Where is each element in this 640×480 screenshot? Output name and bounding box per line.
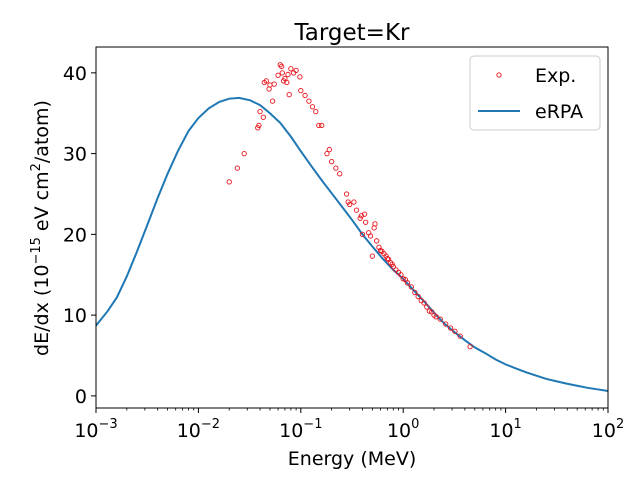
exp-data-point bbox=[443, 321, 449, 327]
exp-data-point bbox=[361, 211, 368, 217]
exp-data-point bbox=[369, 253, 376, 259]
chart-title: Target=Kr bbox=[294, 20, 411, 46]
exp-data-point bbox=[390, 264, 396, 270]
legend: Exp. eRPA bbox=[469, 55, 601, 131]
exp-data-point bbox=[359, 231, 366, 238]
exp-data-point bbox=[343, 191, 350, 197]
x-tick-label: 102 bbox=[592, 417, 624, 442]
exp-data-point bbox=[226, 179, 232, 185]
y-axis: 0 10 20 30 40 bbox=[63, 63, 96, 408]
exp-data-point bbox=[278, 63, 285, 70]
exp-data-point bbox=[328, 159, 335, 165]
exp-data-point bbox=[302, 92, 308, 99]
exp-data-point bbox=[319, 122, 325, 128]
exp-data-point bbox=[363, 219, 369, 225]
y-tick-label: 10 bbox=[63, 305, 87, 327]
exp-data-point bbox=[316, 122, 322, 128]
legend-exp-marker bbox=[496, 72, 502, 78]
y-axis-label: dE/dx (10−15 eV cm2/atom) bbox=[29, 100, 53, 356]
exp-data-point bbox=[373, 238, 380, 244]
exp-data-point bbox=[412, 289, 418, 296]
exp-data-point bbox=[447, 325, 454, 331]
exp-data-point bbox=[333, 165, 339, 171]
exp-data-point bbox=[415, 293, 421, 300]
exp-data-point bbox=[337, 171, 343, 177]
legend-erpa-label: eRPA bbox=[535, 101, 583, 123]
exp-data-point bbox=[275, 72, 281, 78]
y-tick-label: 20 bbox=[63, 224, 87, 246]
exp-data-point bbox=[457, 333, 463, 339]
exp-data-point bbox=[372, 221, 378, 227]
exp-data-point bbox=[351, 199, 357, 205]
exp-data-point bbox=[285, 71, 291, 78]
exp-data-point bbox=[298, 87, 304, 94]
exp-data-point bbox=[467, 343, 473, 350]
x-tick-label: 100 bbox=[387, 417, 419, 442]
x-axis: 10−3 10−2 10−1 100 101 102 bbox=[74, 408, 624, 442]
exp-data-point bbox=[376, 244, 382, 250]
exp-data-point bbox=[293, 67, 299, 74]
exp-data-point bbox=[288, 66, 294, 72]
exp-data-point bbox=[347, 201, 353, 208]
exp-data-point bbox=[398, 272, 404, 278]
exp-data-point bbox=[256, 122, 262, 128]
exp-data-point bbox=[404, 280, 411, 286]
y-tick-label: 30 bbox=[63, 144, 87, 166]
exp-data-point bbox=[284, 79, 290, 86]
exp-data-point bbox=[424, 304, 430, 310]
exp-data-point bbox=[241, 150, 247, 157]
exp-data-point bbox=[257, 108, 263, 115]
legend-exp-label: Exp. bbox=[535, 65, 576, 87]
exp-data-point bbox=[324, 150, 330, 157]
axes-frame bbox=[95, 46, 609, 409]
exp-data-point bbox=[271, 81, 277, 87]
y-tick-label: 40 bbox=[63, 63, 87, 85]
exp-data-point bbox=[353, 207, 360, 213]
exp-data-point bbox=[408, 284, 414, 290]
x-tick-label: 10−3 bbox=[74, 417, 117, 442]
exp-data-point bbox=[297, 74, 303, 80]
exp-data-point bbox=[452, 328, 458, 334]
exp-data-point bbox=[279, 70, 285, 76]
exp-data-point bbox=[260, 114, 266, 120]
y-tick-label: 0 bbox=[75, 386, 87, 408]
exp-data-point bbox=[309, 104, 316, 110]
exp-data-point bbox=[367, 233, 374, 239]
exp-data-point bbox=[426, 308, 432, 314]
exp-data-point bbox=[437, 316, 443, 322]
exp-data-point bbox=[286, 92, 292, 98]
x-tick-label: 10−2 bbox=[177, 417, 220, 442]
exp-data-point bbox=[269, 98, 276, 104]
x-tick-label: 101 bbox=[489, 417, 521, 442]
exp-data-point bbox=[306, 98, 312, 104]
plot-area bbox=[95, 62, 609, 393]
exp-data-point bbox=[277, 62, 283, 68]
exp-data-point bbox=[433, 314, 439, 320]
exp-data-point bbox=[267, 82, 273, 88]
exp-data-point bbox=[313, 108, 319, 115]
erpa-series-line bbox=[95, 96, 609, 393]
exp-data-point bbox=[326, 146, 332, 153]
exp-data-point bbox=[421, 300, 427, 306]
x-tick-label: 10−1 bbox=[279, 417, 322, 442]
x-axis-label: Energy (MeV) bbox=[288, 448, 416, 470]
exp-data-point bbox=[263, 78, 269, 84]
exp-data-point bbox=[234, 165, 240, 171]
